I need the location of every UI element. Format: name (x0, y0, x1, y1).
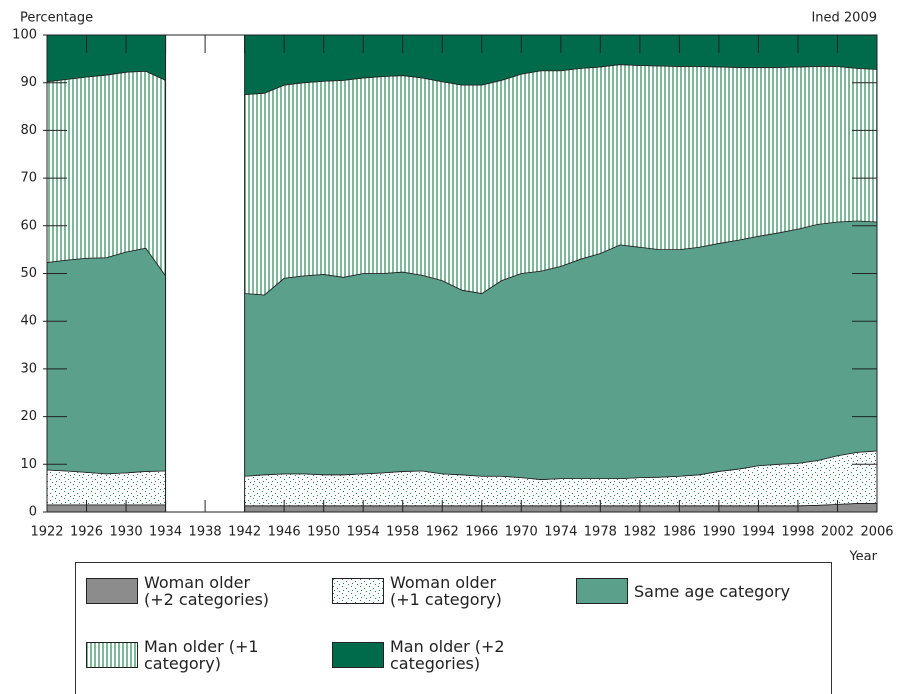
legend: Woman older (+2 categories) Woman older (… (75, 562, 832, 694)
y-tick-label: 80 (20, 123, 37, 138)
y-axis-label: Percentage (20, 11, 93, 26)
swatch (332, 642, 384, 668)
x-tick-label: 1962 (426, 525, 459, 540)
legend-item: Woman older (+1 category) (332, 571, 530, 611)
legend-item: Woman older (+2 categories) (86, 571, 284, 611)
swatch (86, 578, 138, 604)
x-tick-label: 1926 (70, 525, 103, 540)
x-tick-label: 1950 (307, 525, 340, 540)
y-tick-label: 0 (29, 505, 37, 520)
y-tick-label: 70 (20, 171, 37, 186)
x-tick-label: 1934 (149, 525, 182, 540)
y-tick-label: 50 (20, 266, 37, 281)
x-tick-label: 1938 (189, 525, 222, 540)
legend-label: Man older (+1 category) (144, 637, 259, 673)
y-tick-label: 40 (20, 314, 37, 329)
x-tick-label: 1982 (623, 525, 656, 540)
legend-swatch (86, 578, 138, 604)
x-tick-label: 1970 (505, 525, 538, 540)
legend-swatch (332, 578, 384, 604)
legend-swatch (86, 642, 138, 668)
x-tick-label: 1978 (584, 525, 617, 540)
x-tick-label: 1930 (110, 525, 143, 540)
y-tick-label: 100 (12, 28, 37, 43)
x-tick-label: 1986 (663, 525, 696, 540)
legend-label: Woman older (+1 category) (390, 573, 502, 609)
y-tick-label: 10 (20, 457, 37, 472)
y-tick-label: 60 (20, 218, 37, 233)
y-tick-label: 30 (20, 361, 37, 376)
x-tick-label: 1954 (347, 525, 380, 540)
legend-item: Man older (+2 categories) (332, 635, 530, 675)
source-note: Ined 2009 (811, 11, 877, 26)
x-tick-label: 1942 (228, 525, 261, 540)
legend-swatch (332, 642, 384, 668)
legend-label: Woman older (+2 categories) (144, 573, 270, 609)
swatch (86, 642, 138, 668)
chart: 0 10 20 30 40 50 60 70 80 90 100 1922 1926 1930 1934 19… (12, 11, 893, 561)
x-tick-label: 1998 (781, 525, 814, 540)
legend-swatch (576, 578, 628, 604)
y-tick-label: 20 (20, 409, 37, 424)
legend-item: Same age category (576, 571, 814, 611)
x-tick-label: 1922 (30, 525, 63, 540)
data-gap (165, 34, 246, 513)
y-tick-label: 90 (20, 75, 37, 90)
x-tick-label: 1958 (386, 525, 419, 540)
x-tick-label: 1974 (544, 525, 577, 540)
x-tick-label: 1946 (268, 525, 301, 540)
legend-item: Man older (+1 category) (86, 635, 284, 675)
legend-label: Same age category (634, 581, 791, 601)
swatch (332, 578, 384, 604)
x-tick-label: 2002 (821, 525, 854, 540)
x-tick-label: 1994 (742, 525, 775, 540)
x-tick-label: 2006 (860, 525, 893, 540)
x-axis-label: Year (848, 550, 877, 561)
x-tick-label: 1966 (465, 525, 498, 540)
x-tick-label: 1990 (702, 525, 735, 540)
legend-label: Man older (+2 categories) (390, 637, 505, 673)
swatch (576, 578, 628, 604)
